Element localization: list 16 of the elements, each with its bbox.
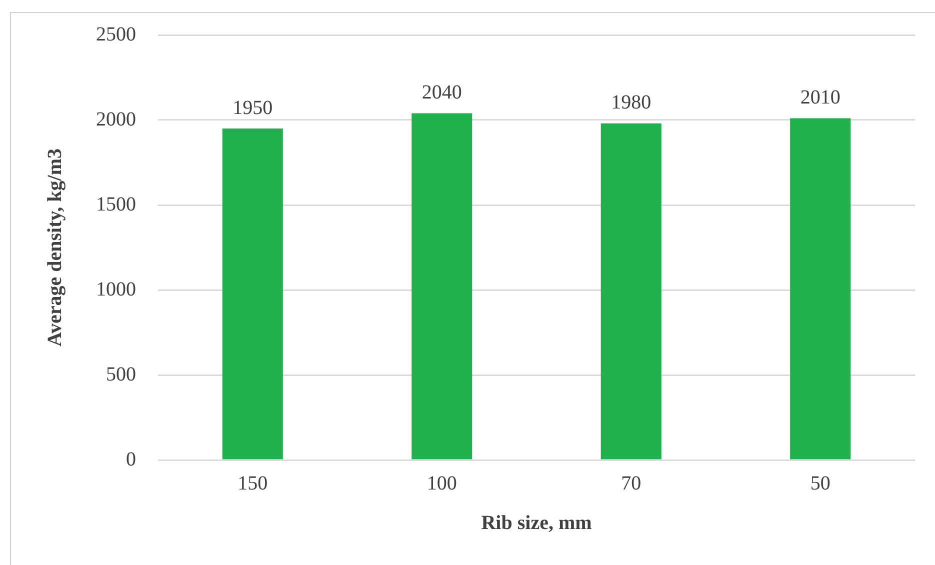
y-tick-label: 2000: [96, 108, 136, 130]
x-tick-label: 50: [810, 472, 830, 494]
data-label: 1950: [232, 96, 273, 119]
x-axis-title: Rib size, mm: [481, 512, 592, 534]
data-label: 2010: [800, 86, 840, 109]
y-tick-label: 1000: [96, 278, 136, 300]
y-tick-label: 500: [106, 363, 136, 386]
x-tick-label: 100: [426, 472, 457, 494]
y-tick-label: 1500: [96, 193, 136, 216]
y-tick-label: 0: [126, 448, 136, 470]
y-tick-label: 2500: [96, 23, 136, 46]
y-axis-title: Average density, kg/m3: [44, 148, 66, 346]
x-tick-label: 150: [238, 472, 268, 494]
x-tick-label: 70: [621, 472, 642, 494]
data-label: 2040: [422, 81, 462, 104]
data-label: 1980: [611, 92, 652, 114]
